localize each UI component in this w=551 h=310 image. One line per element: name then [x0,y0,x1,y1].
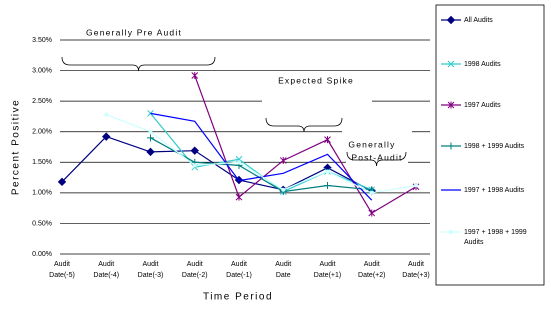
annotation-bg [271,75,361,87]
brace [61,56,216,72]
marker [449,230,453,234]
marker [324,182,331,190]
marker [281,187,286,192]
marker [447,142,455,150]
brace [346,151,407,167]
marker [148,129,153,134]
series-line [106,114,417,194]
marker [237,160,241,165]
legend-label: 1998 Audits [464,61,501,68]
legend-label: 1997 + 1998 Audits [464,187,525,194]
y-tick-label: 2.00% [32,129,52,136]
legend-label: 1997 + 1998 + 1999 Audits [464,229,527,246]
x-tick-label: Audit Date(-4) [93,261,119,279]
y-tick-label: 1.50% [32,159,52,166]
marker [368,209,376,217]
annotation-bg [346,139,398,151]
marker [191,71,199,79]
x-tick-label: Audit Date(+1) [314,261,341,279]
marker [57,177,67,187]
marker [146,147,155,157]
y-tick-label: 0.50% [32,220,52,227]
marker [235,193,243,201]
marker [147,134,154,142]
marker [102,132,111,141]
x-axis-title: Time Period [203,292,273,303]
y-tick-label: 1.00% [32,190,52,197]
x-tick-label: Audit Date(-1) [226,261,252,279]
legend-label: All Audits [464,17,493,24]
annotation: Generally Pre Audit [86,27,182,37]
x-tick-label: Audit Date(+3) [402,261,429,279]
annotation-bg [346,152,408,164]
marker [324,136,331,144]
series-line [61,135,373,192]
y-tick-label: 2.50% [32,98,52,105]
marker [446,15,456,25]
annotation-bg [84,27,184,39]
x-tick-label: Audit Date(+2) [358,261,385,279]
marker [192,163,197,168]
marker [147,110,154,117]
marker [325,169,330,174]
series-line [150,137,372,193]
y-tick-label: 3.00% [32,67,52,74]
legend-label: 1997 Audits [464,102,501,109]
annotation: Post-Audit [351,152,402,162]
marker [369,190,374,195]
series-line [194,75,417,214]
marker [414,183,418,188]
legend-label: 1998 + 1999 Audits [464,143,525,150]
annotation: Expected Spike [278,75,354,85]
marker [235,155,243,163]
marker [447,101,455,109]
x-tick-label: Audit Date(-2) [182,261,208,279]
y-tick-label: 0.00% [32,251,52,258]
x-tick-label: Audit Date(-3) [138,261,164,279]
x-tick-label: Audit Date(-5) [49,261,75,279]
series-line [150,112,373,201]
marker [279,156,287,164]
marker [104,112,109,117]
y-tick-label: 3.50% [32,37,52,44]
x-tick-label: Audit Date [275,261,291,279]
annotation: Generally [348,139,395,149]
legend-box [435,4,545,286]
marker [447,60,455,68]
brace [265,117,343,133]
annotation-bg [262,96,372,111]
marker [190,146,199,155]
y-axis-title: Percent Positive [11,99,22,195]
